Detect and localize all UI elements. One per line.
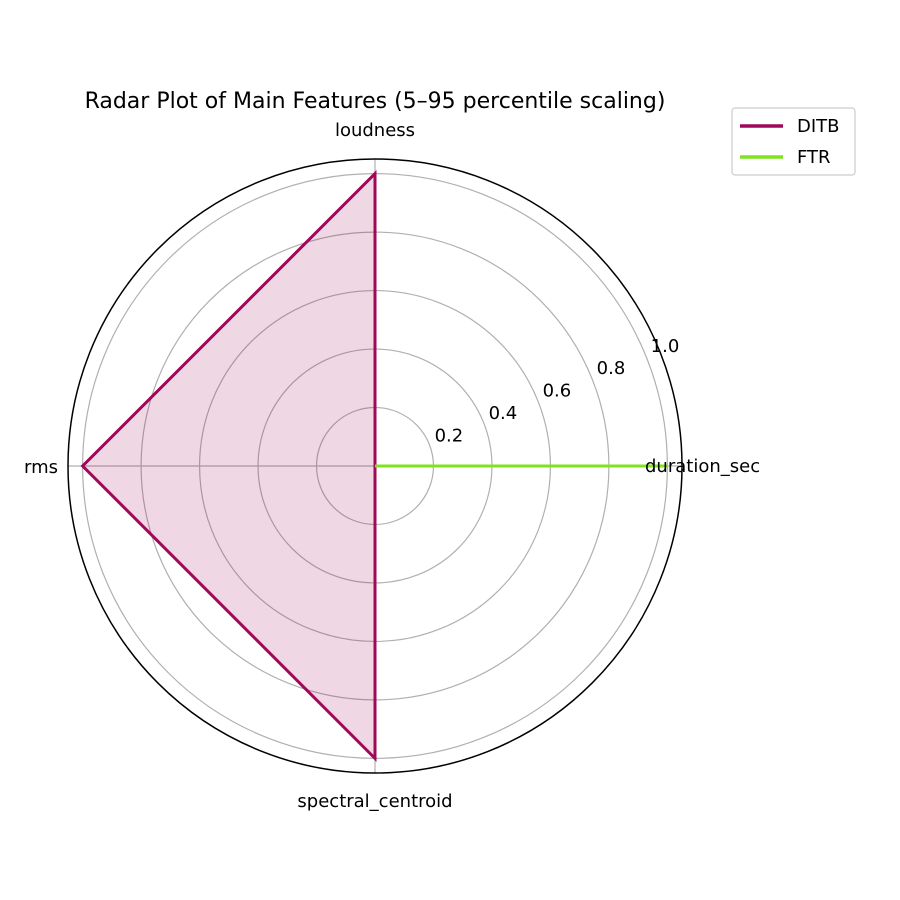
axis-label-loudness: loudness — [335, 120, 415, 141]
legend: DITB FTR — [731, 107, 856, 176]
axis-label-duration_sec: duration_sec — [645, 456, 760, 477]
legend-label-ditb: DITB — [797, 116, 840, 137]
series-fill-ditb — [82, 173, 376, 759]
labels-layer: 0.2 0.4 0.6 0.8 1.0 duration_sec loudness rms sp… — [24, 120, 760, 812]
series-line-ditb — [80, 169, 377, 763]
axis-label-spectral_centroid: spectral_centroid — [297, 791, 452, 812]
legend-label-ftr: FTR — [797, 147, 831, 168]
r-tick-label: 0.6 — [543, 381, 572, 402]
r-tick-label: 0.8 — [597, 358, 626, 379]
series-layer — [80, 169, 668, 763]
r-tick-label: 0.2 — [435, 425, 464, 446]
r-tick-label: 0.4 — [489, 403, 518, 424]
chart-title: Radar Plot of Main Features (5–95 percen… — [85, 89, 666, 114]
axis-label-rms: rms — [24, 457, 58, 478]
r-tick-label: 1.0 — [651, 336, 680, 357]
outer-frame — [67, 158, 683, 774]
